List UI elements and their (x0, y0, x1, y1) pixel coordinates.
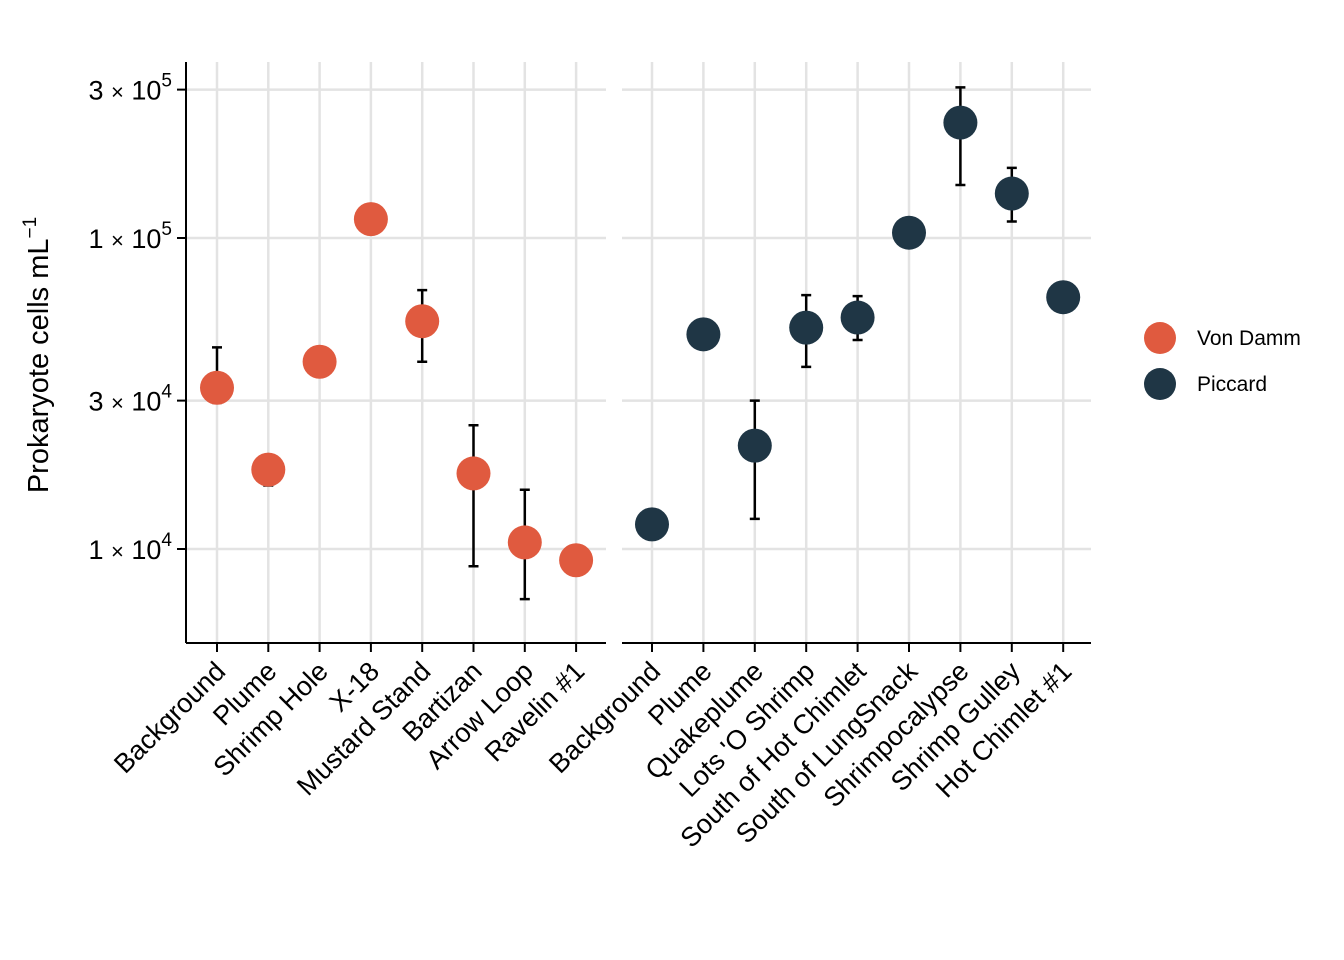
data-point (353, 202, 388, 237)
data-point (789, 310, 824, 345)
data-point (302, 344, 337, 379)
data-point (943, 105, 978, 140)
y-tick-label: 3 × 104 (88, 382, 172, 417)
legend-label: Von Damm (1197, 327, 1301, 350)
legend-key (1144, 322, 1176, 354)
data-point (892, 215, 926, 250)
data-point (737, 428, 772, 463)
data-point (251, 452, 286, 487)
data-point (635, 507, 669, 542)
legend: Von Damm Piccard (1144, 322, 1301, 400)
legend-key (1144, 368, 1176, 400)
y-tick-label: 1 × 104 (88, 530, 172, 565)
y-tick-label: 1 × 105 (88, 219, 172, 254)
data-point (686, 317, 721, 352)
data-point (559, 543, 594, 578)
data-point (200, 370, 234, 405)
data-point (994, 176, 1029, 211)
y-tick-label: 3 × 105 (88, 71, 172, 106)
legend-label: Piccard (1197, 373, 1267, 396)
data-point (840, 300, 875, 335)
data-point (456, 456, 491, 491)
error-bar (468, 423, 479, 568)
y-axis-title-text: Prokaryote cells mL (23, 239, 55, 494)
data-point (507, 525, 542, 560)
data-points (200, 86, 1081, 601)
y-axis-title-superscript: −1 (20, 217, 41, 239)
axes (177, 62, 1091, 652)
data-point (1046, 280, 1081, 315)
data-point (405, 304, 440, 339)
grid-lines (186, 62, 1091, 643)
y-axis-title: Prokaryote cells mL−1 (20, 217, 55, 493)
